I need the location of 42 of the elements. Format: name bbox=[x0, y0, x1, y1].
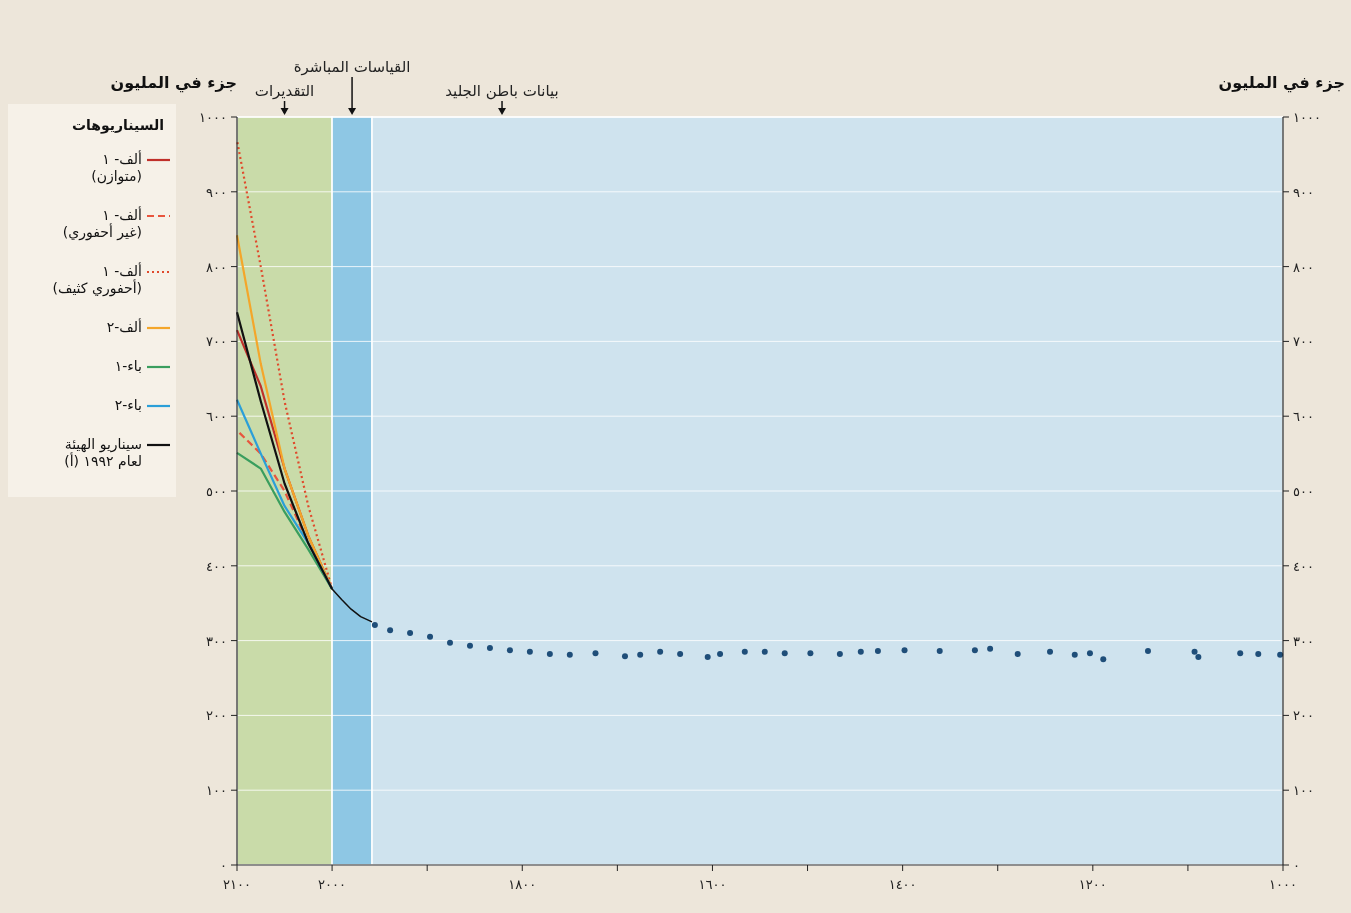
x-tick-label: ١٨٠٠ bbox=[508, 877, 537, 892]
legend-label: باء-١ bbox=[114, 358, 142, 374]
x-tick-label: ١٢٠٠ bbox=[1078, 877, 1107, 892]
y-tick-label: ٨٠٠ bbox=[206, 259, 227, 275]
legend-label: ألف-٢ bbox=[106, 318, 143, 335]
legend-label: باء-٢ bbox=[114, 397, 142, 413]
y-tick-label: ٥٠٠ bbox=[206, 484, 227, 499]
x-tick-label: ٢٠٠٠ bbox=[318, 877, 347, 892]
y-axis-title: جزء في المليون bbox=[110, 73, 237, 93]
y-tick-label: ٤٠٠ bbox=[206, 558, 227, 574]
band-label: التقديرات bbox=[254, 82, 315, 100]
legend-title: السيناريوهات bbox=[71, 117, 164, 134]
y2-tick-label: ١٠٠ bbox=[1293, 783, 1314, 799]
y2-tick-label: ٨٠٠ bbox=[1293, 259, 1314, 275]
y2-tick-label: ٤٠٠ bbox=[1293, 558, 1314, 574]
y-tick-label: ٣٠٠ bbox=[206, 633, 227, 649]
x-tick-label: ٢١٠٠ bbox=[223, 877, 251, 892]
y-tick-label: ٩٠٠ bbox=[206, 184, 227, 200]
y2-axis-title: جزء في المليون bbox=[1218, 73, 1345, 93]
y2-tick-label: ٢٠٠ bbox=[1293, 708, 1314, 724]
y-tick-label: ١٠٠ bbox=[206, 783, 227, 799]
y2-tick-label: ٠ bbox=[1293, 858, 1300, 873]
y-tick-label: ١٠٠٠ bbox=[199, 110, 227, 125]
y2-tick-label: ١٠٠٠ bbox=[1293, 110, 1321, 125]
y-tick-label: ٦٠٠ bbox=[206, 409, 227, 425]
y-tick-label: ٠ bbox=[220, 858, 227, 873]
x-tick-label: ١٦٠٠ bbox=[698, 877, 727, 892]
legend-label: ألف- ١ (متوازن) bbox=[91, 150, 143, 185]
y-tick-label: ٢٠٠ bbox=[206, 708, 227, 724]
y-tick-label: ٧٠٠ bbox=[206, 334, 227, 350]
y2-tick-label: ٦٠٠ bbox=[1293, 409, 1314, 425]
band-label: بيانات باطن الجليد bbox=[445, 82, 559, 100]
legend-label: سيناريو الهيئة (أ) لعام ١٩٩٢ bbox=[64, 436, 142, 469]
x-tick-label: ١٤٠٠ bbox=[888, 877, 917, 892]
x-tick-label: ١٠٠٠ bbox=[1269, 877, 1297, 892]
legend-label: ألف- ١ (غير أحفوري) bbox=[62, 206, 143, 241]
y2-tick-label: ٩٠٠ bbox=[1293, 184, 1314, 200]
band-label: القياسات المباشرة bbox=[293, 58, 411, 76]
y2-tick-label: ٧٠٠ bbox=[1293, 334, 1314, 350]
y2-tick-label: ٣٠٠ bbox=[1293, 633, 1314, 649]
legend-label: ألف- ١ (أحفوري كثيف) bbox=[52, 262, 143, 297]
y2-tick-label: ٥٠٠ bbox=[1293, 484, 1314, 499]
